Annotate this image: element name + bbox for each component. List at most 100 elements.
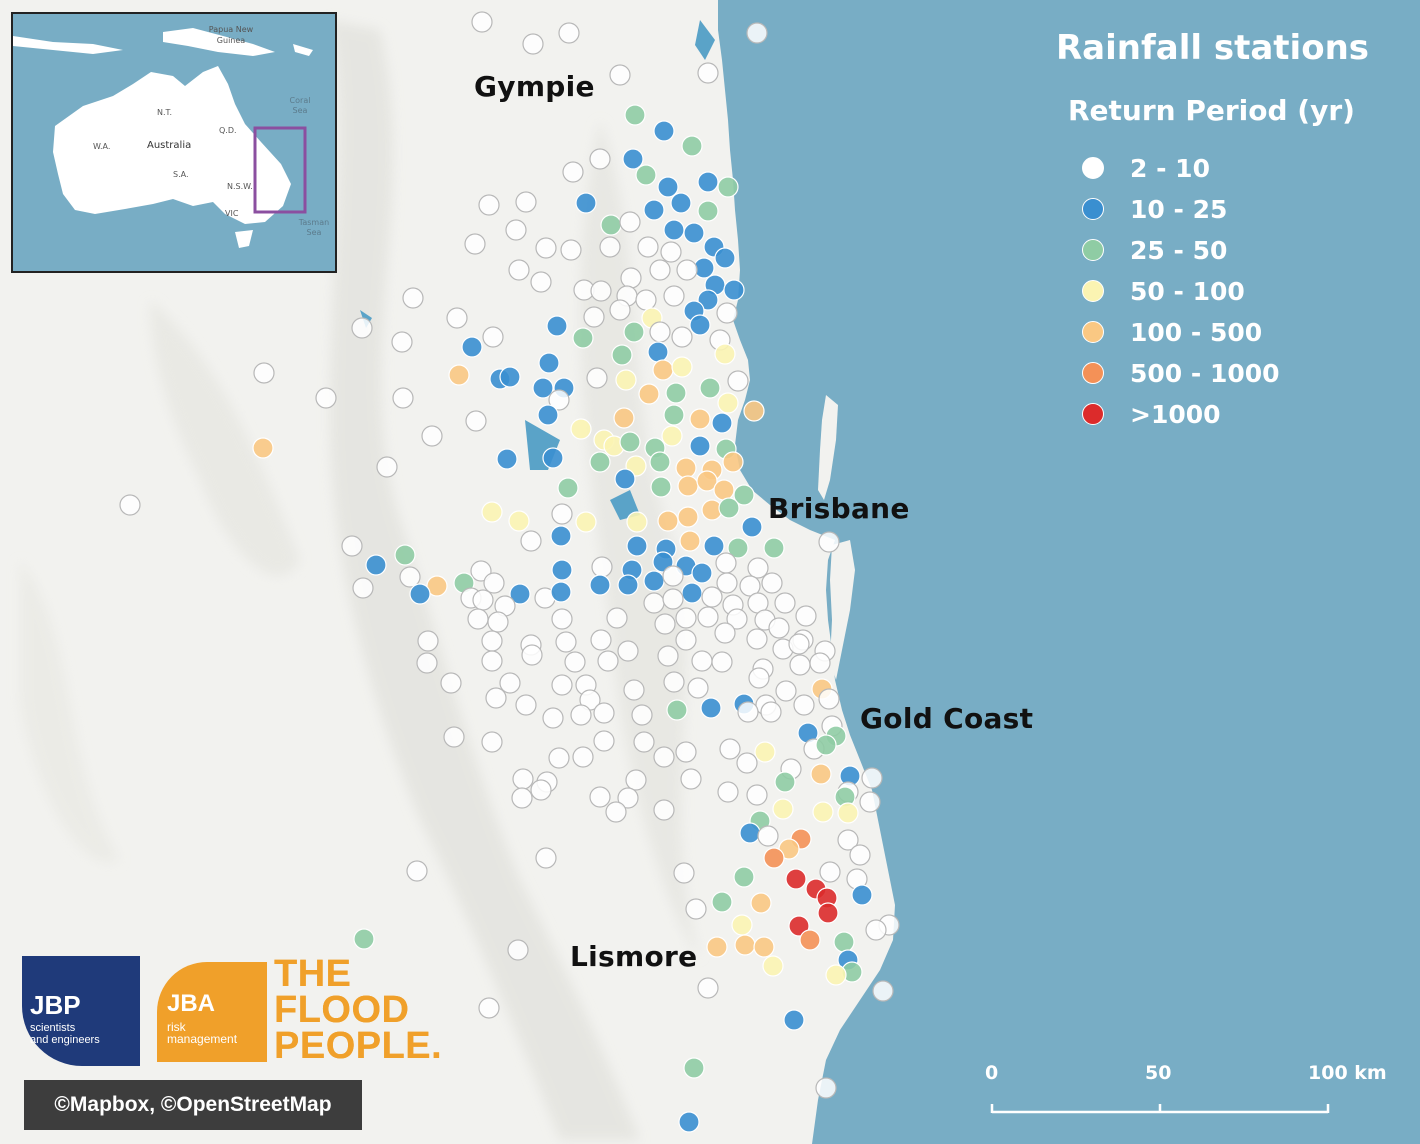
inset-label-wa: W.A.	[93, 142, 111, 151]
station-marker	[689, 314, 711, 336]
station-marker	[487, 611, 509, 633]
station-marker	[653, 799, 675, 821]
station-marker	[671, 326, 693, 348]
station-marker	[593, 730, 615, 752]
station-marker	[564, 651, 586, 673]
station-marker	[589, 451, 611, 473]
station-marker	[700, 697, 722, 719]
station-marker	[734, 934, 756, 956]
station-marker	[623, 321, 645, 343]
station-marker	[789, 654, 811, 676]
jbp-logo-tagline-2: and engineers	[30, 1034, 100, 1046]
station-marker	[670, 192, 692, 214]
station-marker	[570, 704, 592, 726]
station-marker	[119, 494, 141, 516]
station-marker	[472, 589, 494, 611]
station-marker	[653, 746, 675, 768]
station-marker	[666, 699, 688, 721]
station-marker	[365, 554, 387, 576]
station-marker	[763, 847, 785, 869]
station-marker	[849, 844, 871, 866]
station-marker	[696, 470, 718, 492]
station-marker	[675, 457, 697, 479]
station-marker	[591, 556, 613, 578]
station-marker	[586, 367, 608, 389]
station-marker	[446, 307, 468, 329]
station-marker	[496, 448, 518, 470]
station-marker	[589, 148, 611, 170]
jba-logo-name: JBA	[167, 990, 216, 1017]
station-marker	[557, 477, 579, 499]
station-marker	[353, 928, 375, 950]
station-marker	[392, 387, 414, 409]
scale-label-100km: 100 km	[1308, 1062, 1387, 1084]
station-marker	[837, 829, 859, 851]
station-marker	[508, 259, 530, 281]
station-marker	[665, 382, 687, 404]
station-marker	[716, 302, 738, 324]
station-marker	[548, 747, 570, 769]
jba-logo-tagline-1: risk	[167, 1020, 186, 1034]
legend-item-2-10: 2 - 10	[1082, 153, 1210, 183]
station-marker	[509, 583, 531, 605]
station-marker	[715, 552, 737, 574]
legend-label: 50 - 100	[1130, 276, 1245, 306]
jbp-logo: JBP scientists and engineers	[22, 956, 140, 1066]
station-marker	[851, 884, 873, 906]
flood-people-line-2: FLOOD	[274, 989, 410, 1031]
station-marker	[421, 425, 443, 447]
station-marker	[440, 672, 462, 694]
legend-label: 500 - 1000	[1130, 358, 1280, 388]
station-marker	[739, 822, 761, 844]
station-marker	[837, 802, 859, 824]
station-marker	[555, 631, 577, 653]
station-marker	[548, 389, 570, 411]
station-marker	[683, 1057, 705, 1079]
station-marker	[650, 476, 672, 498]
station-marker	[861, 767, 883, 789]
station-marker	[551, 674, 573, 696]
station-marker	[560, 239, 582, 261]
station-marker	[795, 605, 817, 627]
legend-swatch	[1082, 198, 1104, 220]
station-marker	[649, 451, 671, 473]
station-marker	[635, 164, 657, 186]
station-marker	[624, 104, 646, 126]
legend-subtitle: Return Period (yr)	[1068, 94, 1355, 127]
station-marker	[663, 671, 685, 693]
station-marker	[859, 791, 881, 813]
station-marker	[520, 530, 542, 552]
station-marker	[865, 919, 887, 941]
station-marker	[701, 586, 723, 608]
station-marker	[697, 171, 719, 193]
station-marker	[753, 936, 775, 958]
station-marker	[760, 701, 782, 723]
station-marker	[649, 321, 671, 343]
station-marker	[673, 862, 695, 884]
station-marker	[599, 236, 621, 258]
station-marker	[671, 356, 693, 378]
station-marker	[637, 236, 659, 258]
station-marker	[691, 650, 713, 672]
flood-people-logo: THE FLOOD PEOPLE.	[274, 955, 442, 1065]
station-marker	[620, 267, 642, 289]
station-marker	[478, 997, 500, 1019]
station-marker	[706, 936, 728, 958]
station-marker	[743, 400, 765, 422]
scale-bar	[990, 1104, 1330, 1114]
inset-study-area	[253, 126, 307, 214]
station-marker	[741, 516, 763, 538]
station-marker	[530, 779, 552, 801]
station-marker	[623, 679, 645, 701]
station-marker	[625, 769, 647, 791]
station-marker	[394, 544, 416, 566]
station-marker	[714, 622, 736, 644]
ocean	[718, 0, 1420, 1144]
station-marker	[652, 359, 674, 381]
inset-label-tasman-sea: Tasman Sea	[298, 218, 330, 237]
station-marker	[697, 289, 719, 311]
station-marker	[662, 588, 684, 610]
station-marker	[679, 530, 701, 552]
